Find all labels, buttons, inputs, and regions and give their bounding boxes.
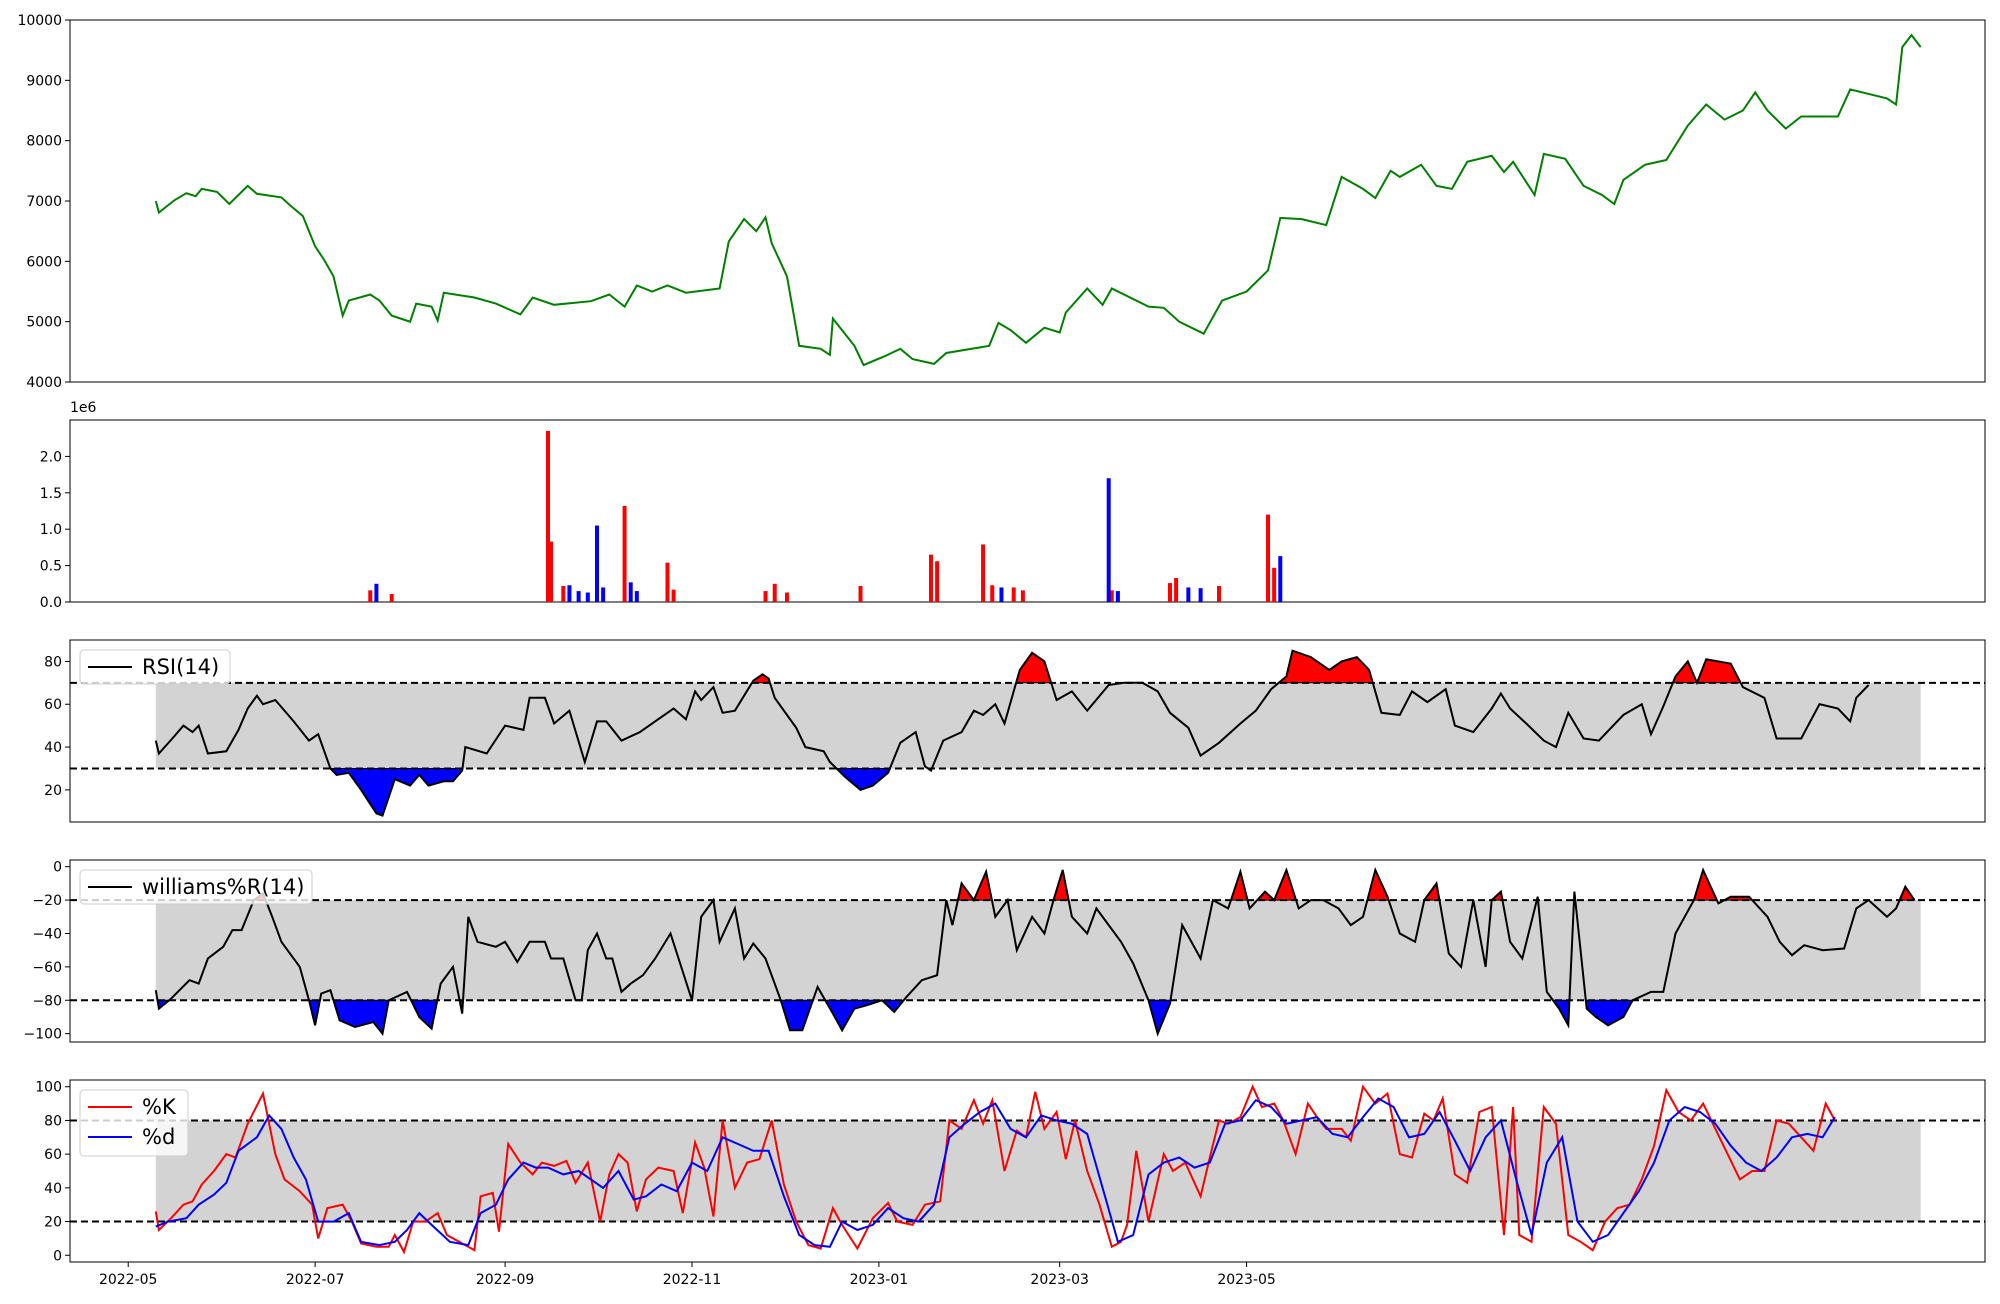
y-tick-label: 1.0 (40, 522, 62, 538)
legend-label: %d (142, 1125, 175, 1149)
volume-bar (1020, 590, 1025, 602)
price-series-line (154, 33, 1922, 367)
volume-bar (981, 544, 986, 602)
volume-bar (858, 585, 863, 602)
volume-bar (784, 592, 789, 602)
price-panel: 4000 5000 6000 7000 8000 9000 10000 (17, 13, 1986, 391)
y-tick-label: 7000 (26, 194, 62, 210)
y-tick-label: −100 (24, 1027, 62, 1043)
volume-bar (576, 591, 581, 602)
y-tick-label: 6000 (26, 254, 62, 270)
volume-bar (1174, 577, 1179, 602)
volume-bar (545, 430, 550, 602)
volume-bar (763, 591, 768, 602)
volume-bar (1011, 587, 1016, 602)
volume-bar (567, 585, 572, 602)
volume-bar (1217, 585, 1221, 602)
y-tick-label: 1.5 (40, 486, 62, 502)
y-tick-label: 80 (44, 1113, 62, 1129)
y-tick-label: 40 (44, 1181, 62, 1197)
y-tick-label: 4000 (26, 375, 62, 391)
y-tick-label: −40 (32, 926, 62, 942)
y-tick-label: 8000 (26, 134, 62, 150)
volume-bar (549, 541, 554, 602)
y-tick-label: 20 (44, 1215, 62, 1231)
y-tick-label: 0 (53, 1248, 62, 1264)
volume-bar (601, 587, 606, 602)
y-tick-label: 20 (44, 783, 62, 799)
x-tick-label: 2022-09 (476, 1272, 535, 1288)
legend-label: %K (142, 1095, 177, 1119)
y-tick-label: 5000 (26, 315, 62, 331)
panel-frame (69, 859, 1986, 1043)
volume-bar (368, 590, 373, 602)
volume-bar (389, 593, 394, 602)
volume-bar (928, 554, 933, 602)
volume-bar (1109, 590, 1114, 602)
panel-frame (69, 639, 1986, 823)
volume-bar (1167, 583, 1172, 602)
legend-label: RSI(14) (142, 655, 219, 679)
x-tick-label: 2023-03 (1030, 1272, 1089, 1288)
y-tick-label: 40 (44, 740, 62, 756)
y-tick-label: −20 (32, 893, 62, 909)
y-tick-label: 9000 (26, 73, 62, 89)
indicator-series-line (154, 1084, 1836, 1255)
panel-frame (69, 1079, 1986, 1263)
y-tick-label: 0 (53, 860, 62, 876)
indicator-series-line (154, 867, 1916, 1037)
volume-bar (634, 591, 639, 602)
legend-box (79, 869, 313, 905)
volume-bar (1266, 514, 1271, 602)
volume-bar (999, 587, 1004, 602)
volume-bar (1186, 587, 1191, 602)
y-tick-label: −60 (32, 960, 62, 976)
x-tick-label: 2022-11 (663, 1272, 722, 1288)
y-tick-label: 0.0 (40, 595, 62, 611)
neutral-band (155, 682, 1921, 769)
volume-bar (595, 525, 600, 602)
volume-bar (671, 589, 676, 602)
y-tick-label: 60 (44, 697, 62, 713)
stochastic-panel: 0 20 40 60 80 100 %K %d 2022-05 2022-07 2022-09 202… (35, 1079, 1986, 1288)
volume-panel: 0.0 0.5 1.0 1.5 2.0 1e6 (40, 400, 1986, 611)
volume-bar (1278, 556, 1283, 602)
legend-label: williams%R(14) (142, 875, 304, 899)
y-tick-label: 2.0 (40, 449, 62, 465)
neutral-band (155, 900, 1921, 1001)
volume-bar (990, 585, 995, 602)
legend-box (79, 649, 231, 685)
x-tick-label: 2022-07 (286, 1272, 345, 1288)
x-tick-label: 2023-05 (1217, 1272, 1276, 1288)
volume-bar (628, 582, 633, 602)
volume-bar (622, 505, 627, 602)
y-tick-label: 0.5 (40, 559, 62, 575)
volume-bar (561, 585, 566, 602)
volume-bar (374, 583, 379, 602)
panel-frame (69, 419, 1986, 603)
x-tick-label: 2022-05 (99, 1272, 158, 1288)
y-tick-label: −80 (32, 993, 62, 1009)
y-tick-label: 100 (35, 1080, 62, 1096)
y-tick-label: 80 (44, 654, 62, 670)
volume-bar (1272, 567, 1277, 602)
volume-bar (1115, 591, 1120, 602)
indicator-series-line (154, 649, 1870, 817)
y-tick-label: 10000 (17, 13, 62, 29)
williams-panel: 0 −20 −40 −60 −80 −100 williams%R(14) (24, 859, 1986, 1043)
volume-bar (1106, 478, 1111, 602)
rsi-panel: 20 40 60 80 RSI(14) (44, 639, 1986, 823)
volume-bar (665, 562, 670, 602)
volume-bar (935, 561, 940, 602)
volume-bar (772, 583, 777, 602)
volume-bar (1198, 588, 1203, 602)
x-tick-label: 2023-01 (850, 1272, 909, 1288)
y-tick-label: 60 (44, 1147, 62, 1163)
indicator-series-line (155, 1097, 1836, 1248)
volume-bar (585, 592, 590, 602)
y-offset-label: 1e6 (70, 400, 97, 416)
